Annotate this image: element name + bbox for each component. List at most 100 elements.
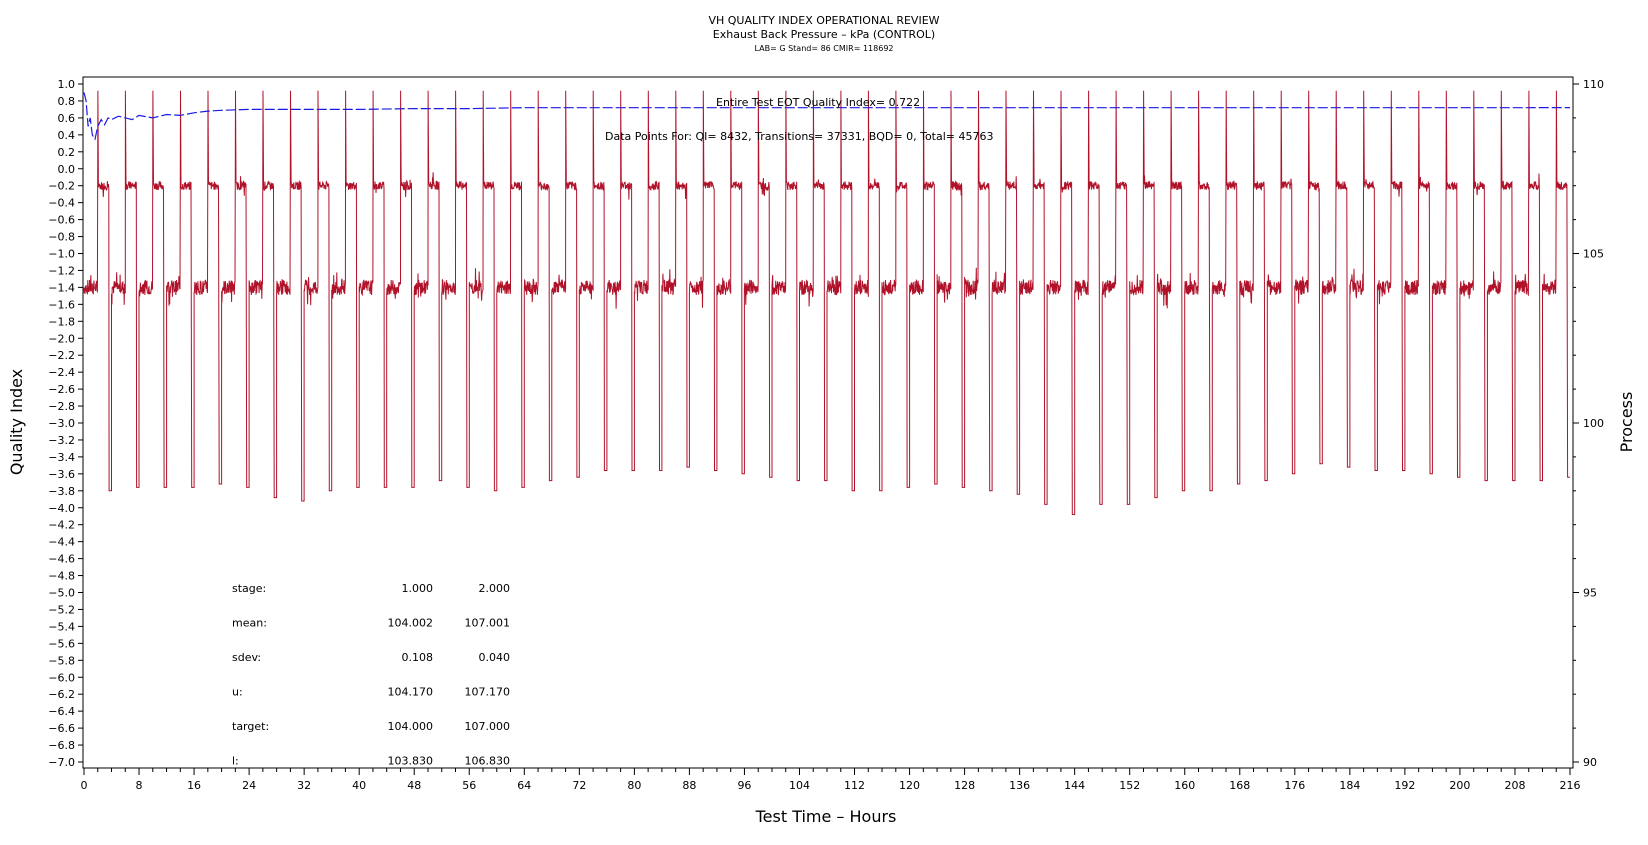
x-axis: 0 8 16 24 32 40 48 56 64 72 80 88 96 104 112 120 128 136 1… — [81, 768, 1581, 792]
y-right-tick-label: 105 — [1583, 248, 1604, 261]
x-tick-label: 184 — [1339, 779, 1360, 792]
x-tick-label: 40 — [352, 779, 366, 792]
stats-value-stage1: 0.108 — [402, 651, 434, 664]
y-left-tick-label: −0.8 — [48, 231, 75, 244]
y-left-tick-label: −1.6 — [48, 298, 75, 311]
y-left-tick-label: −0.4 — [48, 197, 75, 210]
x-tick-label: 200 — [1449, 779, 1470, 792]
stats-value-stage2: 0.040 — [479, 651, 511, 664]
y-left-tick-label: 0.4 — [58, 129, 76, 142]
x-tick-label: 128 — [954, 779, 975, 792]
stats-value-stage1: 104.000 — [388, 720, 434, 733]
x-tick-label: 0 — [81, 779, 88, 792]
y-left-tick-label: −4.2 — [48, 519, 75, 532]
stats-value-stage1: 104.170 — [388, 686, 434, 699]
stats-value-stage1: 104.002 — [388, 617, 434, 630]
x-tick-label: 192 — [1394, 779, 1415, 792]
y-left-tick-label: −2.8 — [48, 400, 75, 413]
y-left-tick-label: 0.8 — [58, 95, 76, 108]
stats-value-stage2: 106.830 — [465, 755, 511, 768]
x-tick-label: 152 — [1119, 779, 1140, 792]
y-left-tick-label: −7.0 — [48, 756, 75, 769]
y-left-tick-label: −2.6 — [48, 383, 75, 396]
y-left-tick-label: −4.6 — [48, 553, 75, 566]
stats-value-stage1: 1.000 — [402, 582, 434, 595]
y-left-tick-label: −1.2 — [48, 264, 75, 277]
stats-value-stage2: 107.000 — [465, 720, 511, 733]
x-tick-label: 208 — [1504, 779, 1525, 792]
x-tick-label: 48 — [407, 779, 421, 792]
x-tick-label: 136 — [1009, 779, 1030, 792]
y-left-tick-label: −2.4 — [48, 366, 75, 379]
stats-label: target: — [232, 720, 269, 733]
y-left-tick-label: −4.4 — [48, 536, 75, 549]
y-left-tick-label: −3.0 — [48, 417, 75, 430]
y-left-tick-label: −2.0 — [48, 332, 75, 345]
y-left-tick-label: −6.0 — [48, 671, 75, 684]
chart-subtitle-lab: LAB= G Stand= 86 CMIR= 118692 — [754, 44, 893, 53]
stats-label: u: — [232, 686, 243, 699]
stats-value-stage1: 103.830 — [388, 755, 434, 768]
y-left-tick-label: −0.6 — [48, 214, 75, 227]
x-tick-label: 16 — [187, 779, 201, 792]
y-left-tick-label: 0.2 — [58, 146, 76, 159]
chart-subtitle: Exhaust Back Pressure – kPa (CONTROL) — [713, 28, 935, 41]
quality-index-series — [83, 92, 1571, 141]
y-left-tick-label: −3.6 — [48, 468, 75, 481]
x-tick-label: 56 — [462, 779, 476, 792]
y-left-tick-label: −4.8 — [48, 570, 75, 583]
chart-title: VH QUALITY INDEX OPERATIONAL REVIEW — [708, 14, 939, 27]
x-tick-label: 8 — [136, 779, 143, 792]
y-axis-label-right: Process — [1617, 392, 1636, 453]
y-left-tick-label: −1.0 — [48, 248, 75, 261]
y-left-tick-label: −6.8 — [48, 739, 75, 752]
stats-value-stage2: 2.000 — [479, 582, 511, 595]
y-right-tick-label: 90 — [1583, 756, 1597, 769]
x-tick-label: 176 — [1284, 779, 1305, 792]
y-left-tick-label: 1.0 — [58, 78, 76, 91]
x-tick-label: 144 — [1064, 779, 1085, 792]
y-right-tick-label: 100 — [1583, 417, 1604, 430]
right-axis: 110 105 100 95 90 — [1573, 78, 1604, 769]
y-left-tick-label: −6.2 — [48, 688, 75, 701]
x-tick-label: 120 — [899, 779, 920, 792]
x-tick-label: 168 — [1229, 779, 1250, 792]
stats-label: mean: — [232, 617, 267, 630]
quality-index-line — [83, 92, 1571, 141]
y-axis-label-left: Quality Index — [7, 369, 26, 475]
stats-table: stage: 1.000 2.000 mean: 104.002 107.001 sdev:… — [232, 582, 510, 768]
x-tick-label: 96 — [737, 779, 751, 792]
left-axis: 1.0 0.8 0.6 0.4 0.2 0.0 −0.2 −0.4 −0.6 −0.8 −1.0 −1… — [48, 78, 83, 769]
y-left-tick-label: −4.0 — [48, 502, 75, 515]
y-left-tick-label: −0.2 — [48, 180, 75, 193]
y-left-tick-label: −3.8 — [48, 485, 75, 498]
stats-value-stage2: 107.170 — [465, 686, 511, 699]
stats-label: stage: — [232, 582, 266, 595]
x-tick-label: 160 — [1174, 779, 1195, 792]
y-left-tick-label: −1.8 — [48, 315, 75, 328]
x-tick-label: 80 — [627, 779, 641, 792]
x-tick-label: 72 — [572, 779, 586, 792]
y-left-tick-label: −3.2 — [48, 434, 75, 447]
y-left-tick-label: −5.6 — [48, 637, 75, 650]
y-left-tick-label: −2.2 — [48, 349, 75, 362]
stats-label: l: — [232, 755, 239, 768]
x-tick-label: 64 — [517, 779, 531, 792]
y-left-tick-label: −5.2 — [48, 603, 75, 616]
y-left-tick-label: 0.0 — [58, 163, 76, 176]
y-left-tick-label: −1.4 — [48, 281, 75, 294]
stats-label: sdev: — [232, 651, 261, 664]
y-left-tick-label: −5.8 — [48, 654, 75, 667]
x-tick-label: 112 — [844, 779, 865, 792]
x-tick-label: 24 — [242, 779, 256, 792]
stats-value-stage2: 107.001 — [465, 617, 511, 630]
y-left-tick-label: −3.4 — [48, 451, 75, 464]
x-tick-label: 216 — [1560, 779, 1581, 792]
data-points-annotation: Data Points For: QI= 8432, Transitions= … — [605, 130, 994, 143]
y-right-tick-label: 110 — [1583, 78, 1604, 91]
y-left-tick-label: 0.6 — [58, 112, 76, 125]
y-left-tick-label: −5.4 — [48, 620, 75, 633]
process-line — [83, 90, 1570, 515]
y-left-tick-label: −5.0 — [48, 587, 75, 600]
